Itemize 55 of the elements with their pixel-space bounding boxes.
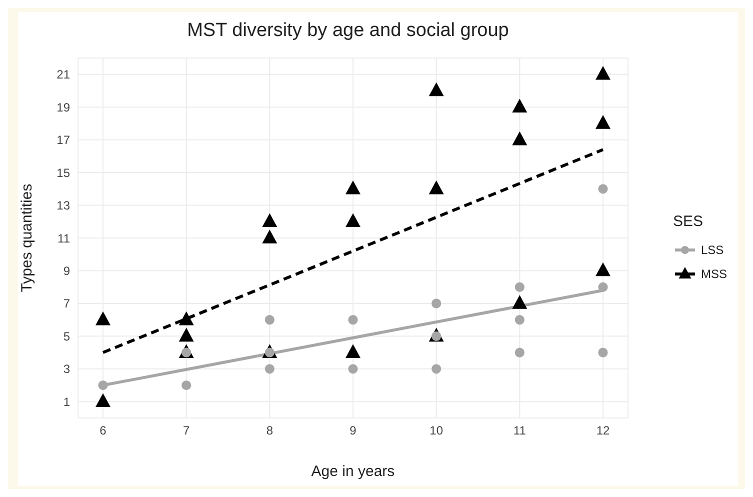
legend-title: SES bbox=[673, 213, 704, 230]
point bbox=[514, 315, 524, 325]
x-tick-label: 8 bbox=[266, 424, 274, 438]
point bbox=[178, 328, 194, 342]
point bbox=[514, 282, 524, 292]
point bbox=[348, 364, 358, 374]
point bbox=[432, 298, 442, 308]
point bbox=[428, 180, 444, 194]
point bbox=[178, 311, 194, 326]
y-tick-label: 7 bbox=[63, 296, 70, 311]
y-tick-label: 21 bbox=[56, 68, 70, 82]
point bbox=[512, 98, 528, 112]
x-tick-label: 10 bbox=[430, 424, 444, 438]
point bbox=[96, 311, 110, 326]
point bbox=[346, 344, 360, 358]
x-tick-label: 9 bbox=[350, 424, 357, 438]
legend-label: MSS bbox=[701, 267, 728, 281]
y-tick-label: 19 bbox=[56, 100, 70, 114]
y-tick-label: 3 bbox=[63, 362, 70, 376]
chart-title: MST diversity by age and social group bbox=[186, 20, 510, 42]
y-tick-label: 9 bbox=[63, 264, 70, 278]
point bbox=[598, 184, 608, 194]
point bbox=[262, 230, 278, 244]
y-tick-label: 11 bbox=[58, 231, 70, 246]
point bbox=[96, 393, 110, 408]
point bbox=[512, 295, 528, 309]
point bbox=[598, 282, 608, 292]
point bbox=[428, 82, 444, 96]
point bbox=[512, 131, 528, 146]
point bbox=[596, 115, 610, 129]
y-tick-label: 15 bbox=[56, 166, 70, 180]
x-tick-label: 7 bbox=[182, 424, 190, 438]
x-tick-label: 11 bbox=[513, 424, 526, 438]
point bbox=[596, 66, 610, 80]
y-tick-label: 13 bbox=[56, 198, 70, 213]
point bbox=[432, 364, 442, 374]
y-axis-title: Types quantities bbox=[18, 184, 36, 292]
point bbox=[264, 315, 274, 325]
point bbox=[346, 213, 360, 228]
point bbox=[262, 213, 278, 228]
point bbox=[596, 262, 610, 276]
point bbox=[348, 315, 358, 325]
x-tick-label: 12 bbox=[596, 424, 610, 438]
y-tick-label: 17 bbox=[56, 133, 70, 148]
y-tick-label: 1 bbox=[63, 394, 70, 409]
point bbox=[98, 380, 108, 390]
x-axis-title: Age in years bbox=[311, 463, 395, 480]
x-tick-label: 6 bbox=[100, 424, 107, 438]
point bbox=[514, 348, 524, 358]
y-tick-label: 5 bbox=[63, 329, 70, 344]
point bbox=[598, 348, 608, 358]
legend-label: LSS bbox=[701, 243, 724, 257]
point bbox=[346, 180, 360, 194]
point bbox=[264, 364, 274, 374]
point bbox=[182, 380, 192, 390]
